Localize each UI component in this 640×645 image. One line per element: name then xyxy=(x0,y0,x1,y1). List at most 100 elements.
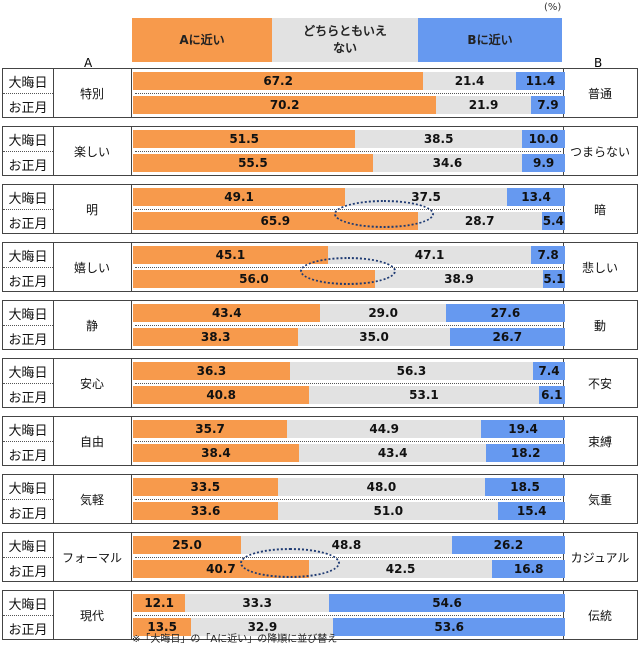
data-label: 7.4 xyxy=(538,364,560,378)
bar-segment: 44.9 xyxy=(287,420,482,438)
data-label: 40.8 xyxy=(206,388,236,402)
attribute-b: つまらない xyxy=(569,144,630,159)
bar-segment: 18.5 xyxy=(485,478,565,496)
bar-segment: 28.7 xyxy=(417,212,542,230)
attribute-a: 自由 xyxy=(79,434,104,449)
bar-segment: 51.0 xyxy=(278,502,499,520)
attribute-a: 楽しい xyxy=(73,144,110,159)
data-label: 10.0 xyxy=(528,132,559,146)
row-label: お正月 xyxy=(8,158,48,174)
row-label: お正月 xyxy=(8,332,48,348)
data-label: 29.0 xyxy=(368,306,398,320)
data-label: 33.3 xyxy=(242,596,272,610)
data-label: 32.9 xyxy=(247,620,278,634)
data-label: 26.2 xyxy=(493,538,524,552)
bar-segment: 19.4 xyxy=(481,420,565,438)
data-label: 13.4 xyxy=(521,190,551,204)
bar-segment: 38.3 xyxy=(133,328,299,346)
data-label: 38.4 xyxy=(201,446,231,460)
group-4: 大晦日 お正月 静 動 43.4 29.0 27.6 38.3 35.0 26.7 xyxy=(2,300,638,350)
group-0: 大晦日 お正月 特別 普通 67.2 21.4 11.4 70.2 21.9 7.9 xyxy=(2,68,638,118)
bar-segment: 48.0 xyxy=(277,478,486,496)
bar-segment: 16.8 xyxy=(492,560,565,578)
bar-segment: 12.1 xyxy=(133,594,186,612)
data-label: 43.4 xyxy=(211,306,242,320)
data-label: 11.4 xyxy=(525,74,556,88)
bar-segment: 27.6 xyxy=(445,304,565,322)
legend-neutral-label: どちらともいえない xyxy=(303,24,387,55)
group-5: 大晦日 お正月 安心 不安 36.3 56.3 7.4 40.8 53.1 6.1 xyxy=(2,358,638,408)
highlight-ellipse xyxy=(334,200,434,228)
data-label: 37.5 xyxy=(411,190,441,204)
data-label: 53.6 xyxy=(434,620,465,634)
data-label: 33.6 xyxy=(190,504,221,518)
bar-segment: 7.4 xyxy=(533,362,565,380)
bar-segment: 38.5 xyxy=(355,130,522,148)
data-label: 48.8 xyxy=(331,538,362,552)
data-label: 38.9 xyxy=(444,272,474,286)
row-label: 大晦日 xyxy=(8,75,48,91)
attribute-b: 普通 xyxy=(587,86,612,101)
attribute-b: 不安 xyxy=(587,376,612,391)
data-label: 35.0 xyxy=(359,330,389,344)
data-label: 25.0 xyxy=(172,538,202,552)
bar-segment: 40.8 xyxy=(133,386,310,404)
data-label: 34.6 xyxy=(432,156,463,170)
bar-segment: 36.3 xyxy=(133,362,290,380)
data-label: 45.1 xyxy=(215,248,246,262)
bar-segment: 38.9 xyxy=(374,270,543,288)
data-label: 38.5 xyxy=(423,132,454,146)
bar-segment: 35.7 xyxy=(133,420,288,438)
column-a-label: A xyxy=(84,56,93,70)
footnote: ※「大晦日」の「Aに近い」の降順に並び替え xyxy=(132,634,338,645)
row-label: 大晦日 xyxy=(8,133,48,149)
attribute-a: 静 xyxy=(85,318,98,333)
bar-segment: 18.2 xyxy=(486,444,565,462)
data-label: 7.8 xyxy=(537,248,559,262)
bar-segment: 43.4 xyxy=(298,444,487,462)
data-label: 49.1 xyxy=(224,190,254,204)
row-label: 大晦日 xyxy=(8,423,48,439)
data-label: 21.9 xyxy=(468,98,499,112)
bar-segment: 33.5 xyxy=(133,478,278,496)
data-label: 26.7 xyxy=(492,330,523,344)
column-b-label: B xyxy=(594,56,603,70)
bar-segment: 5.1 xyxy=(542,270,565,288)
row-label: 大晦日 xyxy=(8,481,48,497)
data-label: 9.9 xyxy=(532,156,555,170)
bar-segment: 32.9 xyxy=(191,618,334,636)
bar-segment: 13.4 xyxy=(507,188,565,206)
bar-segment: 43.4 xyxy=(133,304,321,322)
bar-segment: 25.0 xyxy=(133,536,241,554)
bar-segment: 53.6 xyxy=(333,618,565,636)
attribute-a: 安心 xyxy=(79,376,104,391)
group-8: 大晦日 お正月 フォーマル カジュアル 25.0 48.8 26.2 40.7 42.5 16.8 xyxy=(2,532,638,582)
attribute-a: 嬉しい xyxy=(73,260,110,275)
data-label: 19.4 xyxy=(508,422,538,436)
bar-segment: 9.9 xyxy=(522,154,565,172)
bar-segment: 6.1 xyxy=(538,386,565,404)
bar-segment: 21.9 xyxy=(436,96,531,114)
row-label: お正月 xyxy=(8,216,48,232)
bar-segment: 70.2 xyxy=(133,96,437,114)
data-label: 21.4 xyxy=(454,74,485,88)
bar-segment: 51.5 xyxy=(133,130,356,148)
bar-segment: 21.4 xyxy=(423,72,516,90)
group-7: 大晦日 お正月 気軽 気重 33.5 48.0 18.5 33.6 51.0 15.4 xyxy=(2,474,638,524)
bar-segment: 49.1 xyxy=(133,188,346,206)
data-label: 36.3 xyxy=(196,364,227,378)
legend-neutral: どちらともいえない xyxy=(272,18,418,62)
bar-segment: 10.0 xyxy=(521,130,565,148)
bar-segment: 33.3 xyxy=(185,594,330,612)
bar-segment: 55.5 xyxy=(133,154,373,172)
data-label: 56.0 xyxy=(239,272,269,286)
data-label: 5.4 xyxy=(542,214,564,228)
bar-segment: 34.6 xyxy=(372,154,523,172)
data-label: 12.1 xyxy=(144,596,174,610)
data-label: 27.6 xyxy=(490,306,521,320)
group-1: 大晦日お正月 楽しい つまらない 51.5 38.5 10.0 55.5 34.6 9.9 xyxy=(2,126,638,176)
group-9: 大晦日 お正月 現代 伝統 12.1 33.3 54.6 13.5 32.9 53.6 xyxy=(2,590,638,640)
row-label: お正月 xyxy=(8,274,48,290)
row-label: 大晦日 xyxy=(8,307,48,323)
group-2: 大晦日 お正月 明 暗 49.1 37.5 13.4 65.9 28.7 5.4 xyxy=(2,184,638,234)
